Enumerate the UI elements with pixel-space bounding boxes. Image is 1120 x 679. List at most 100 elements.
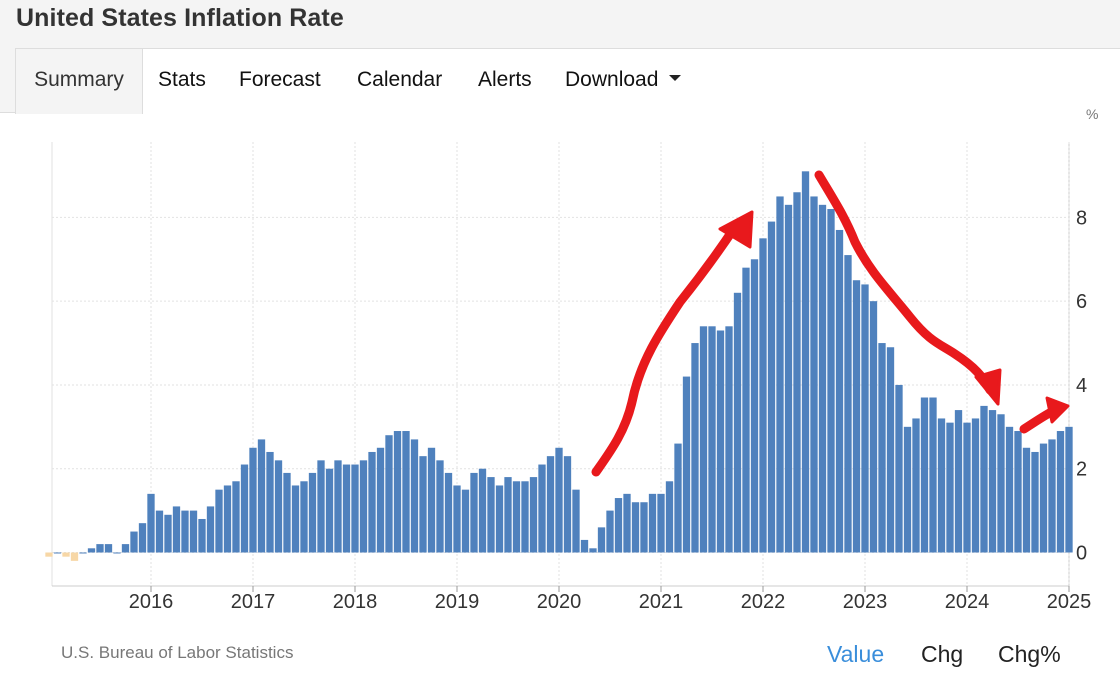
bar bbox=[589, 548, 597, 553]
tab-summary[interactable]: Summary bbox=[15, 49, 143, 114]
bar bbox=[410, 439, 419, 553]
bar bbox=[538, 464, 546, 553]
bar bbox=[317, 460, 325, 553]
bar bbox=[198, 518, 206, 553]
bar bbox=[971, 418, 980, 553]
bar bbox=[470, 472, 478, 553]
bar bbox=[555, 447, 563, 553]
bar bbox=[954, 410, 963, 553]
bar bbox=[869, 301, 878, 553]
bar bbox=[691, 343, 699, 553]
bar bbox=[580, 539, 589, 553]
bar bbox=[614, 498, 623, 553]
bar bbox=[257, 439, 266, 553]
tab-stats[interactable]: Stats bbox=[158, 68, 206, 91]
x-tick-label: 2022 bbox=[741, 591, 786, 613]
bar bbox=[750, 259, 759, 553]
bar bbox=[453, 485, 461, 553]
bar bbox=[419, 456, 427, 553]
x-tick-label: 2025 bbox=[1047, 591, 1092, 613]
bar bbox=[1005, 426, 1014, 553]
bar bbox=[232, 481, 240, 553]
bar bbox=[300, 481, 308, 553]
bar bbox=[937, 418, 946, 553]
bar bbox=[546, 456, 555, 553]
bar bbox=[121, 544, 130, 553]
x-tick-label: 2017 bbox=[231, 591, 276, 613]
bar bbox=[206, 506, 215, 553]
bar bbox=[402, 431, 410, 553]
bar bbox=[699, 326, 708, 553]
bar bbox=[997, 414, 1005, 553]
bar bbox=[189, 510, 198, 553]
bar bbox=[334, 460, 342, 553]
x-tick-label: 2018 bbox=[333, 591, 378, 613]
bar bbox=[393, 431, 402, 553]
bar bbox=[53, 552, 62, 554]
bar bbox=[1022, 447, 1031, 553]
y-axis-ticks: 0 2 4 6 8 bbox=[1076, 207, 1087, 564]
bar bbox=[62, 552, 70, 557]
source-label: U.S. Bureau of Labor Statistics bbox=[61, 643, 294, 662]
bar bbox=[342, 464, 351, 553]
mode-value-button[interactable]: Value bbox=[827, 641, 885, 667]
bar bbox=[801, 171, 810, 553]
bar bbox=[283, 472, 291, 553]
bar bbox=[878, 343, 886, 553]
bar bbox=[674, 443, 682, 553]
bar bbox=[172, 506, 181, 553]
bar bbox=[104, 544, 113, 553]
bar bbox=[648, 493, 657, 553]
bar bbox=[495, 485, 504, 553]
arrowhead-down-fall bbox=[974, 368, 1002, 406]
arrowhead-up-rise bbox=[718, 210, 754, 249]
arrowhead-up-recent bbox=[1045, 396, 1070, 424]
bar bbox=[385, 435, 393, 553]
bar bbox=[886, 347, 895, 553]
bar bbox=[929, 397, 937, 553]
x-tick-label: 2019 bbox=[435, 591, 480, 613]
bar bbox=[657, 493, 665, 553]
bar bbox=[861, 284, 869, 553]
bar bbox=[147, 493, 155, 553]
y-tick-label: 0 bbox=[1076, 542, 1087, 564]
bar bbox=[631, 502, 640, 553]
bar bbox=[597, 527, 606, 553]
bar bbox=[359, 460, 368, 553]
tab-download[interactable]: Download bbox=[565, 49, 682, 113]
x-axis-ticks: 2016 2017 2018 2019 2020 2021 2022 2023 2024 2025 bbox=[129, 591, 1092, 613]
bar bbox=[784, 204, 793, 553]
tab-forecast[interactable]: Forecast bbox=[239, 68, 321, 91]
bar bbox=[113, 552, 121, 554]
bar bbox=[164, 514, 172, 553]
bar bbox=[725, 326, 733, 553]
bar bbox=[818, 204, 827, 553]
bar bbox=[810, 196, 818, 553]
mode-chg-percent-button[interactable]: Chg% bbox=[998, 641, 1061, 667]
bar bbox=[130, 531, 138, 553]
bar bbox=[606, 510, 614, 553]
bar bbox=[444, 472, 453, 553]
x-tick-label: 2020 bbox=[537, 591, 582, 613]
bar bbox=[308, 472, 317, 553]
y-tick-label: 2 bbox=[1076, 459, 1087, 481]
bar bbox=[478, 468, 487, 553]
x-tick-label: 2023 bbox=[843, 591, 888, 613]
bar bbox=[376, 447, 385, 553]
mode-chg-button[interactable]: Chg bbox=[921, 641, 964, 667]
bar bbox=[487, 477, 495, 553]
y-tick-label: 6 bbox=[1076, 291, 1087, 313]
bar bbox=[45, 552, 53, 557]
y-axis-unit: % bbox=[1086, 106, 1099, 122]
bar bbox=[223, 485, 232, 553]
annotation-arrows bbox=[591, 170, 1070, 477]
bar bbox=[742, 267, 750, 553]
bar bbox=[835, 229, 844, 553]
tab-calendar[interactable]: Calendar bbox=[357, 68, 443, 91]
bar bbox=[852, 280, 861, 553]
bar bbox=[912, 418, 920, 553]
bar bbox=[1014, 431, 1022, 553]
bar bbox=[793, 192, 801, 553]
bar bbox=[1031, 451, 1039, 553]
tab-alerts[interactable]: Alerts bbox=[478, 68, 532, 91]
